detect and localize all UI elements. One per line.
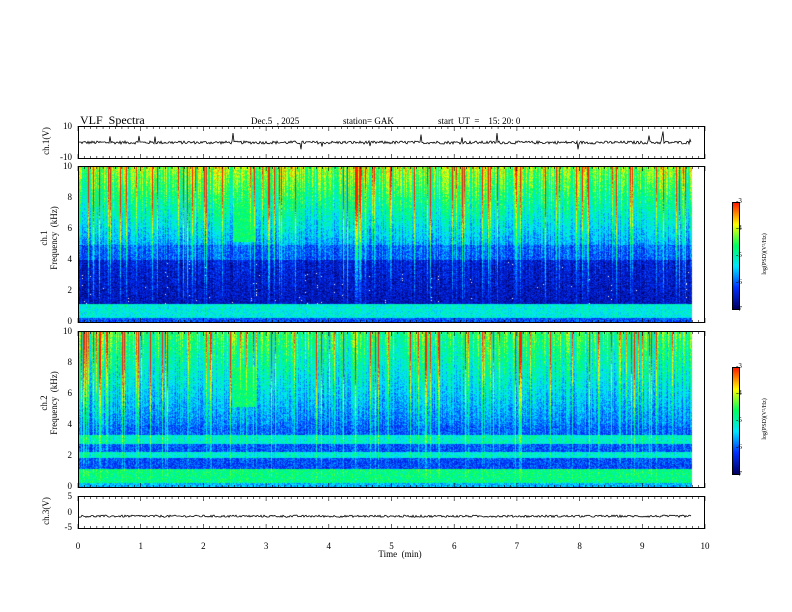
ch1-colorbar-label: log(PSD)(V²/Hz) bbox=[762, 233, 768, 275]
colorbar-tick-label: -5 bbox=[736, 251, 742, 259]
frequency-tick-label: 8 bbox=[67, 192, 73, 202]
colorbar-tick-label: -7 bbox=[736, 470, 742, 478]
ch2-colorbar-label: log(PSD)(V²/Hz) bbox=[762, 398, 768, 440]
ch1-waveform-panel bbox=[78, 126, 705, 159]
ch1-spectrogram-image bbox=[79, 167, 704, 322]
ch1-ytick-bottom: -10 bbox=[60, 152, 72, 162]
x-tick-label: 9 bbox=[640, 541, 645, 551]
ch1-waveform-ylabel: ch.1(V) bbox=[41, 127, 51, 155]
ch3-waveform-ylabel: ch.3(V) bbox=[41, 497, 51, 525]
x-tick-label: 3 bbox=[263, 541, 269, 551]
colorbar-tick-label: -6 bbox=[736, 443, 742, 451]
x-tick-label: 6 bbox=[451, 541, 457, 551]
ch1-ytick-top: 10 bbox=[63, 121, 72, 131]
date-label: Dec.5 , 2025 bbox=[251, 116, 300, 126]
colorbar-tick-label: -6 bbox=[736, 278, 742, 286]
frequency-tick-label: 10 bbox=[63, 161, 72, 171]
ch2-spectrogram-ylabel: ch.2 Frequency (kHz) bbox=[39, 371, 59, 435]
colorbar-tick-label: -3 bbox=[736, 362, 742, 370]
colorbar-tick-label: -5 bbox=[736, 416, 742, 424]
ch3-waveform-panel bbox=[78, 496, 705, 529]
ch3-ytick-minus5: -5 bbox=[64, 522, 73, 532]
frequency-tick-label: 4 bbox=[67, 254, 73, 264]
x-tick-label: 8 bbox=[577, 541, 582, 551]
waveform-line bbox=[79, 131, 692, 150]
frequency-tick-label: 2 bbox=[67, 285, 73, 295]
frequency-tick-label: 4 bbox=[67, 419, 73, 429]
x-tick-label: 1 bbox=[138, 541, 143, 551]
ch1-waveform-trace bbox=[79, 131, 692, 150]
frequency-tick-label: 10 bbox=[63, 326, 72, 336]
x-tick-label: 10 bbox=[700, 541, 710, 551]
ch1-colorbar bbox=[732, 202, 740, 310]
x-tick-label: 0 bbox=[75, 541, 81, 551]
ch3-ytick-0: 0 bbox=[67, 507, 73, 517]
waveform-line bbox=[79, 514, 692, 519]
x-tick-label: 4 bbox=[326, 541, 332, 551]
frequency-tick-label: 6 bbox=[67, 223, 73, 233]
x-axis-label: Time (min) bbox=[378, 549, 422, 559]
ch1-spectrogram-ylabel: ch.1 Frequency (kHz) bbox=[39, 206, 59, 270]
colorbar-tick-label: -4 bbox=[736, 224, 742, 232]
frequency-tick-label: 6 bbox=[67, 388, 73, 398]
ch1-spectrogram-panel bbox=[78, 166, 705, 323]
ch2-spectrogram-image bbox=[79, 332, 704, 487]
ch3-ytick-5: 5 bbox=[67, 491, 73, 501]
station-label: station= GAK bbox=[343, 116, 394, 126]
x-tick-label: 7 bbox=[514, 541, 520, 551]
colorbar-tick-label: -7 bbox=[736, 305, 742, 313]
x-tick-label: 5 bbox=[389, 541, 394, 551]
frequency-tick-label: 0 bbox=[67, 481, 73, 491]
ch3-waveform-trace bbox=[79, 514, 692, 519]
x-tick-label: 2 bbox=[201, 541, 206, 551]
ch2-spectrogram-panel bbox=[78, 331, 705, 488]
frequency-tick-label: 8 bbox=[67, 357, 73, 367]
ch2-colorbar bbox=[732, 367, 740, 475]
start-time-label: start UT = 15: 20: 0 bbox=[438, 116, 521, 126]
plot-title: VLF Spectra bbox=[80, 113, 145, 127]
colorbar-tick-label: -3 bbox=[736, 197, 742, 205]
frequency-tick-label: 2 bbox=[67, 450, 73, 460]
frequency-tick-label: 0 bbox=[67, 316, 73, 326]
colorbar-tick-label: -4 bbox=[736, 389, 742, 397]
